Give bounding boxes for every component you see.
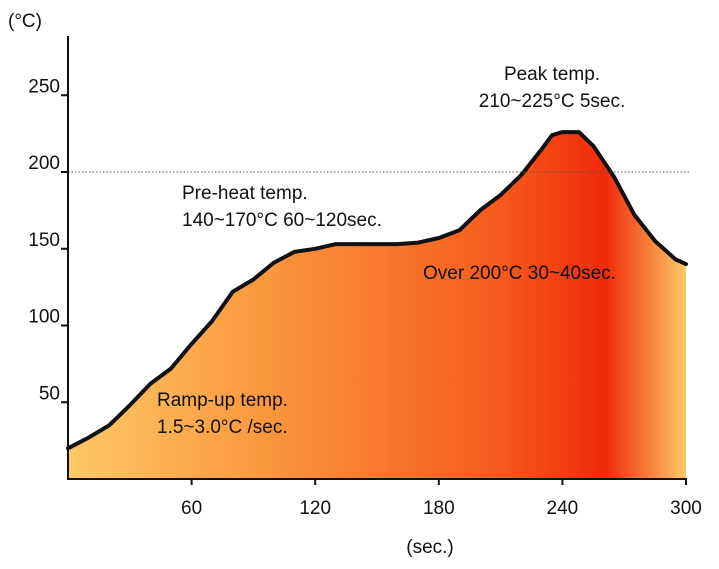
y-tick-label: 200 [28, 153, 60, 174]
x-tick-label: 300 [670, 498, 702, 519]
annotation-peak-line-2: 210~225°C 5sec. [479, 91, 626, 112]
x-tick-label: 240 [547, 498, 579, 519]
y-tick-label: 250 [28, 76, 60, 97]
annotation-peak-line-1: Peak temp. [504, 64, 600, 85]
annotations: Peak temp. 210~225°C 5sec. Pre-heat temp. 1… [157, 64, 625, 438]
x-tick-label: 60 [181, 498, 202, 519]
annotation-rampup-line-2: 1.5~3.0°C /sec. [157, 417, 288, 438]
annotation-preheat-line-1: Pre-heat temp. [182, 183, 308, 204]
x-axis-unit-label: (sec.) [406, 537, 454, 558]
annotation-over200-line-1: Over 200°C 30~40sec. [423, 263, 616, 284]
annotation-preheat-line-2: 140~170°C 60~120sec. [182, 210, 382, 231]
y-tick-label: 50 [39, 383, 60, 404]
profile-area [68, 132, 686, 479]
profile-line [66, 130, 688, 451]
annotation-rampup-line-1: Ramp-up temp. [157, 390, 288, 411]
y-tick-label: 150 [28, 230, 60, 251]
y-tick-label: 100 [28, 307, 60, 328]
x-tick-label: 180 [423, 498, 455, 519]
x-tick-label: 120 [299, 498, 331, 519]
y-axis-unit-label: (°C) [8, 11, 42, 32]
